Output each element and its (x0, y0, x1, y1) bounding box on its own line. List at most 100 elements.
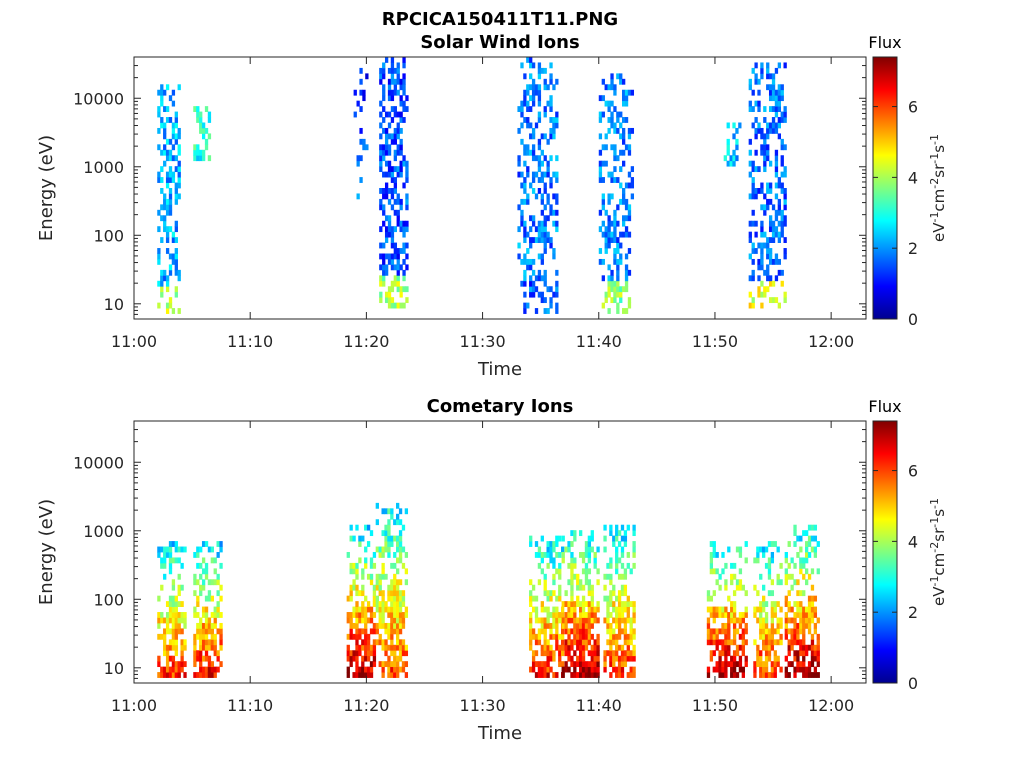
flux-cell (183, 639, 187, 646)
flux-cell (724, 622, 728, 629)
flux-cell (372, 584, 377, 591)
flux-cell (390, 579, 394, 586)
flux-cell (609, 628, 613, 635)
flux-cell (379, 73, 383, 80)
flux-cell (738, 661, 743, 668)
flux-cell (210, 546, 214, 553)
flux-cell (523, 198, 527, 205)
flux-cell (715, 628, 719, 635)
flux-cell (744, 612, 748, 618)
flux-cell (555, 171, 559, 178)
flux-cell (576, 661, 580, 668)
flux-cell (615, 622, 619, 629)
flux-cell (361, 568, 365, 575)
flux-cell (610, 269, 614, 276)
flux-cell (349, 568, 353, 575)
flux-cell (603, 573, 607, 580)
flux-cell (163, 106, 167, 112)
flux-cell (730, 661, 734, 668)
flux-cell (779, 579, 783, 586)
flux-cell (626, 552, 630, 558)
flux-cell (163, 639, 167, 646)
flux-cell (398, 541, 403, 547)
flux-cell (534, 672, 539, 678)
flux-cell (570, 655, 574, 662)
flux-cell (552, 672, 556, 678)
flux-cell (805, 617, 809, 624)
flux-cell (168, 628, 173, 635)
flux-cell (157, 280, 161, 287)
flux-cell (780, 231, 784, 238)
flux-cell (372, 590, 377, 597)
flux-cell (787, 644, 791, 651)
flux-cell (606, 562, 610, 569)
flux-cell (196, 601, 200, 607)
flux-cell (219, 622, 223, 629)
flux-cell (163, 215, 167, 222)
flux-cell (168, 226, 173, 233)
flux-cell (526, 248, 530, 254)
flux-cell (799, 562, 803, 569)
flux-cell (378, 606, 382, 613)
flux-cell (163, 275, 167, 282)
flux-cell (627, 302, 632, 309)
flux-cell (753, 557, 757, 564)
flux-cell (543, 204, 547, 211)
flux-cell (762, 601, 766, 607)
flux-cell (767, 557, 772, 564)
flux-cell (579, 579, 583, 586)
flux-cell (581, 617, 586, 624)
flux-cell (751, 248, 755, 254)
flux-cell (210, 644, 214, 651)
flux-cell (584, 639, 589, 646)
flux-cell (757, 286, 761, 293)
flux-cell (358, 633, 362, 640)
flux-cell (573, 639, 577, 646)
flux-cell (760, 133, 764, 140)
flux-cell (748, 302, 752, 309)
flux-cell (359, 138, 363, 145)
flux-cell (762, 639, 766, 646)
flux-cell (384, 144, 389, 151)
flux-cell (805, 557, 809, 564)
flux-cell (754, 248, 758, 254)
flux-cell (549, 286, 553, 293)
flux-cell (596, 633, 600, 640)
flux-cell (555, 291, 559, 298)
flux-cell (759, 606, 763, 613)
flux-cell (171, 633, 176, 640)
flux-cell (216, 590, 220, 597)
flux-cell (760, 62, 764, 69)
flux-cell (549, 95, 553, 102)
flux-cell (718, 650, 722, 657)
flux-cell (537, 67, 542, 74)
flux-cell (738, 568, 743, 575)
flux-cell (768, 182, 773, 189)
flux-cell (204, 595, 209, 602)
flux-cell (534, 275, 539, 282)
flux-cell (543, 622, 547, 629)
flux-cell (624, 275, 629, 282)
flux-cell (355, 644, 359, 651)
flux-cell (784, 579, 788, 586)
colorbar-title: Flux (868, 33, 901, 52)
flux-cell (364, 655, 368, 662)
flux-cell (384, 508, 388, 515)
flux-cell (805, 541, 809, 547)
flux-cell (581, 557, 586, 564)
flux-cell (616, 275, 620, 282)
flux-cell (163, 617, 167, 624)
flux-cell (384, 541, 388, 547)
flux-cell (543, 280, 547, 287)
flux-cell (615, 666, 619, 673)
spectrogram (157, 57, 787, 314)
flux-cell (622, 286, 626, 293)
flux-cell (171, 622, 176, 629)
flux-cell (770, 541, 775, 547)
flux-cell (770, 666, 775, 673)
flux-cell (763, 231, 767, 238)
flux-cell (617, 612, 622, 618)
flux-cell (213, 617, 217, 624)
flux-cell (770, 639, 775, 646)
flux-cell (776, 601, 780, 607)
